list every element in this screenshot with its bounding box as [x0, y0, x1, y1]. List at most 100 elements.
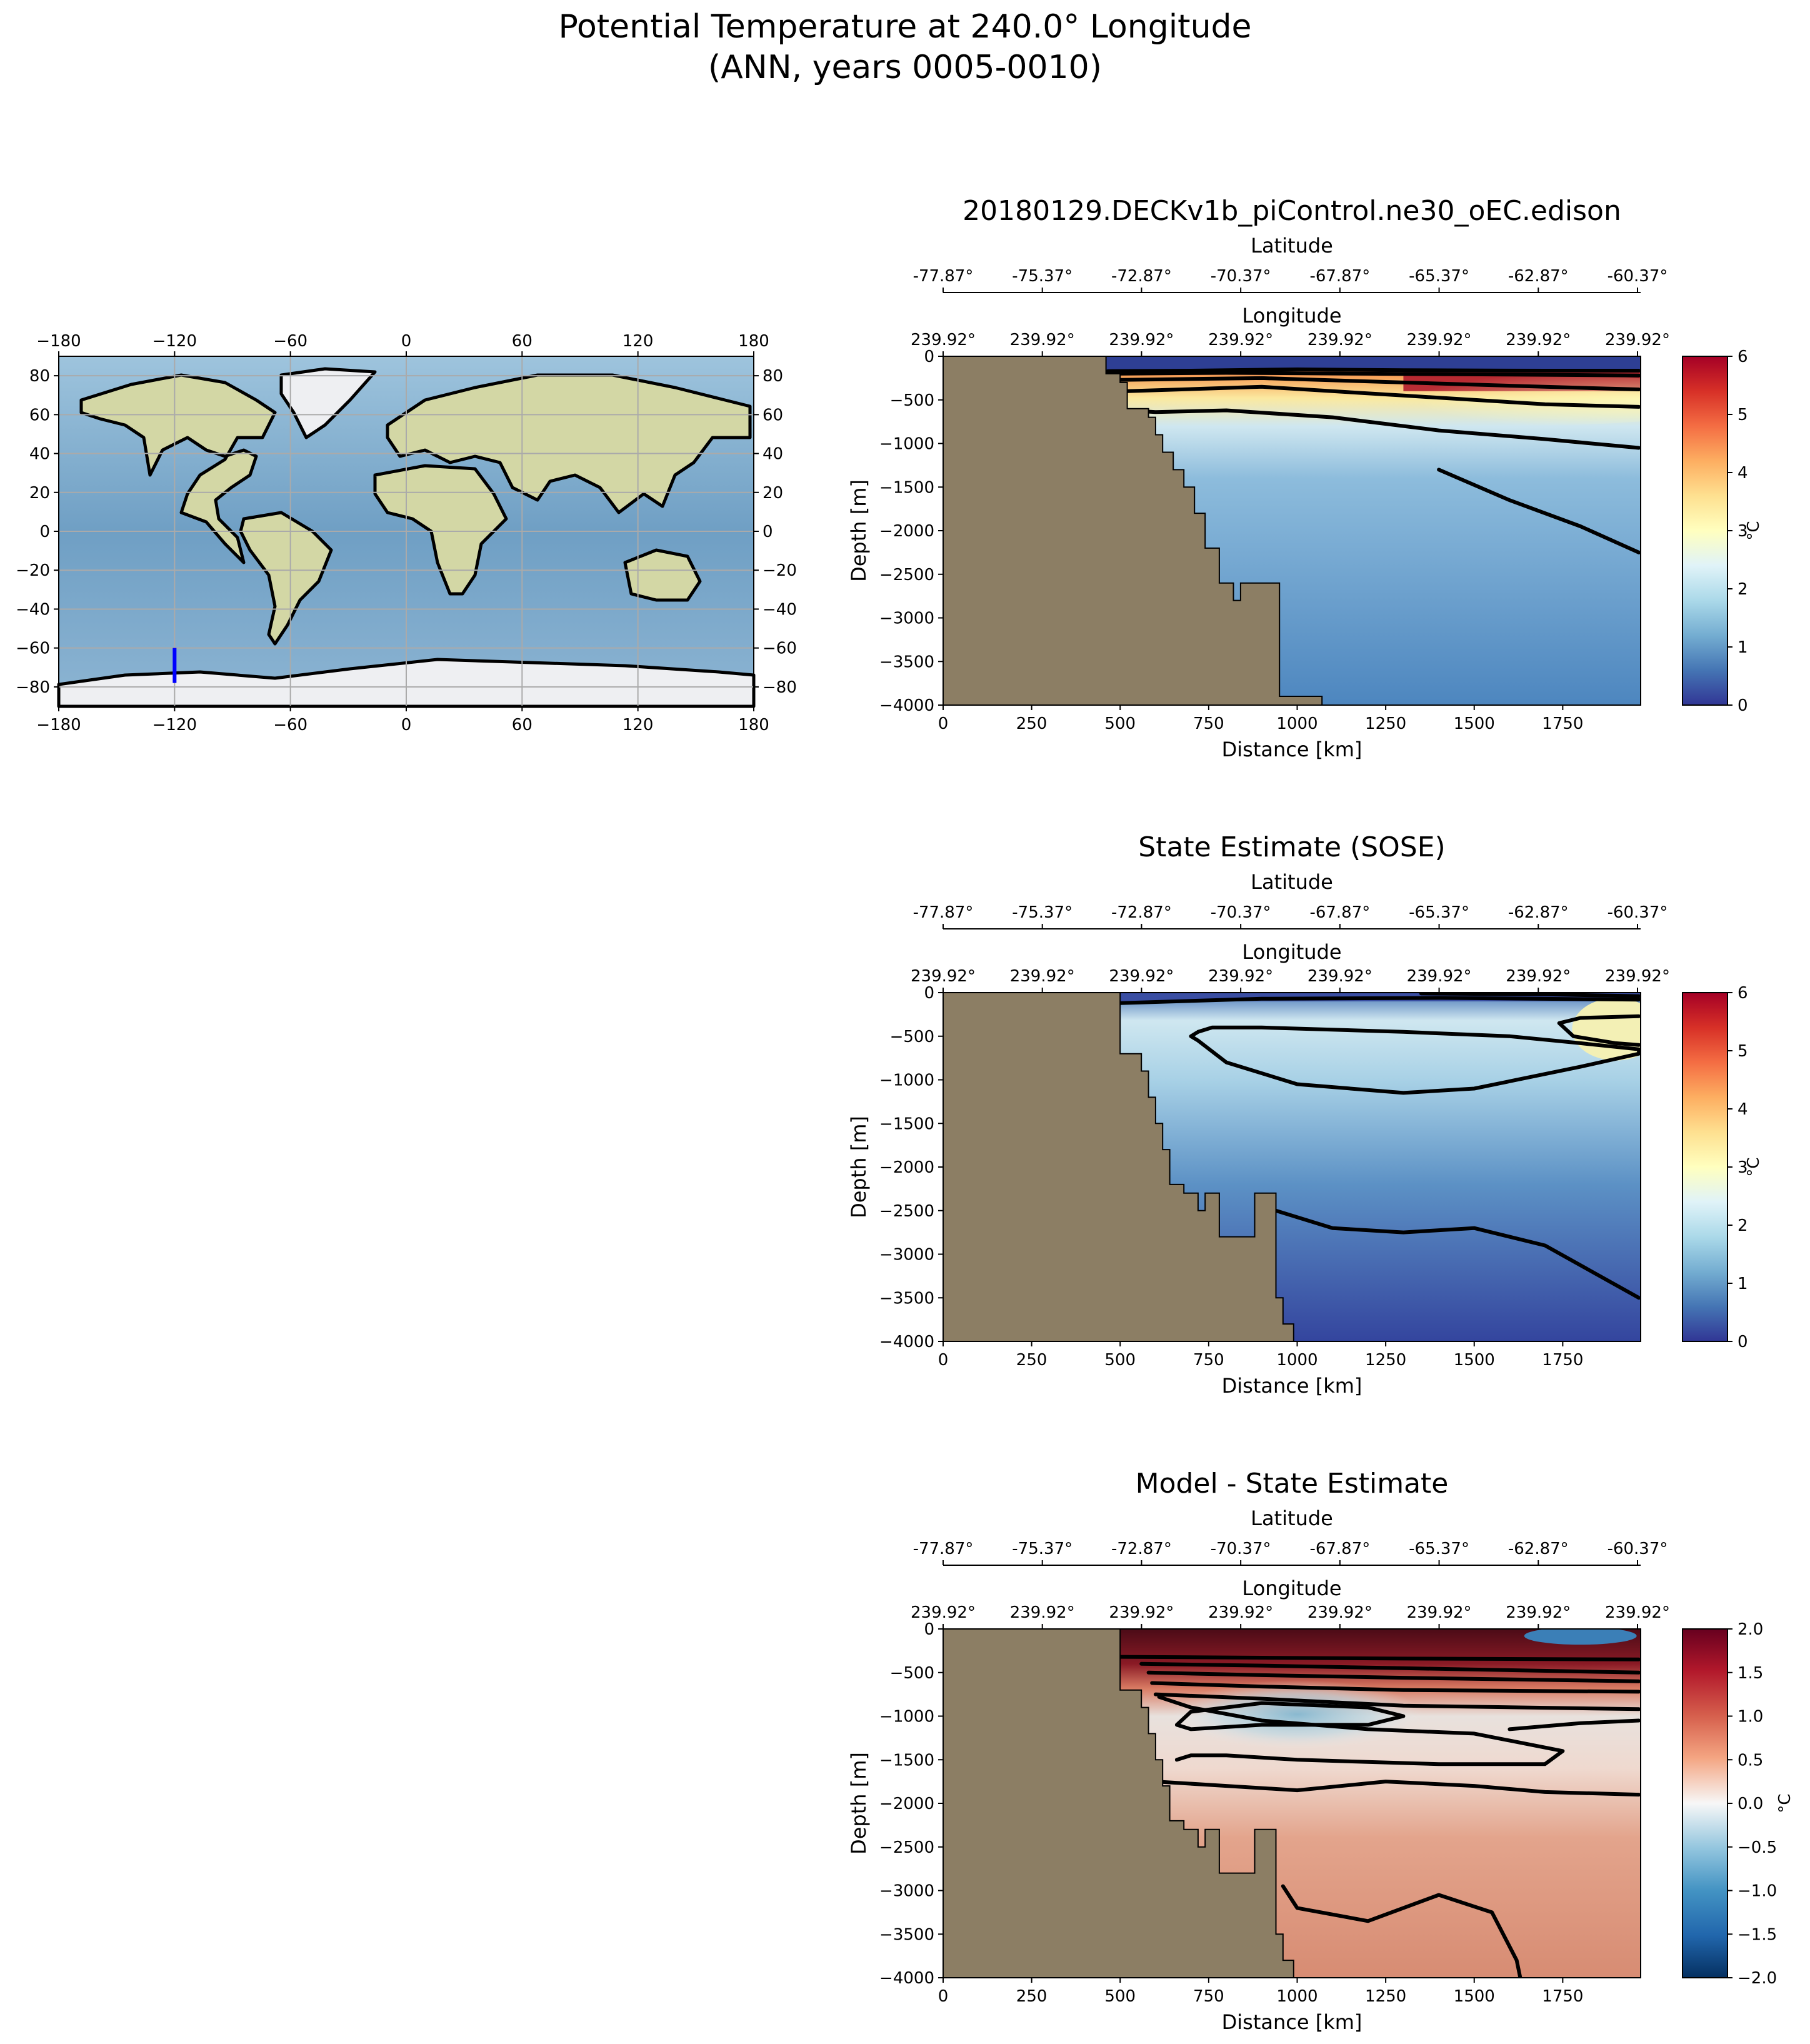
- map-ytick-label-left: −40: [16, 600, 50, 619]
- contour-line: [1189, 1025, 1641, 1095]
- contour-line: [1150, 1681, 1641, 1694]
- longitude-tick-label: 239.92°: [1506, 331, 1571, 349]
- map-y-ticks-right: 80 60 40 20 0 −20 −40 −60 −80: [754, 367, 797, 697]
- y-axis-label: Depth [m]: [847, 1752, 871, 1855]
- bathymetry-land: [943, 993, 1294, 1341]
- land-africa: [373, 464, 508, 596]
- latitude-tick-label: -70.37°: [1211, 903, 1271, 922]
- map-ytick-label-right: −60: [762, 639, 797, 658]
- contour-line: [1437, 468, 1641, 554]
- longitude-tick-label: 239.92°: [1506, 967, 1571, 986]
- x-tick-label: 250: [1016, 714, 1048, 733]
- y-axis-label: Depth [m]: [847, 479, 871, 582]
- longitude-tick-label: 239.92°: [1308, 1603, 1372, 1622]
- x-tick-label: 0: [938, 714, 949, 733]
- colorbar-tick-label: 5: [1738, 1042, 1748, 1061]
- contour-line: [1419, 993, 1641, 998]
- colorbar-tick-label: −1.5: [1738, 1925, 1777, 1944]
- land-north-america: [79, 373, 277, 564]
- latitude-tick-label: -62.87°: [1508, 903, 1569, 922]
- map-ytick-label-right: 60: [762, 406, 783, 424]
- longitude-tick-label: 239.92°: [1010, 967, 1075, 986]
- longitude-tick-label: 239.92°: [1109, 967, 1174, 986]
- colorbar-tick-label: 0: [1738, 696, 1748, 715]
- map-xtick-label-bottom: −60: [273, 716, 308, 734]
- x-tick-label: 1250: [1365, 714, 1406, 733]
- map-ytick-label-right: −20: [762, 561, 797, 580]
- x-tick-label: 1500: [1454, 1351, 1495, 1370]
- latitude-tick-label: -65.37°: [1409, 1540, 1469, 1558]
- colorbar-tick-label: −0.5: [1738, 1838, 1777, 1857]
- colorbar-tick-label: 3: [1738, 522, 1748, 541]
- map-gridlines: [58, 356, 754, 706]
- longitude-tick-label: 239.92°: [911, 967, 976, 986]
- colorbar-tick-label: −2.0: [1738, 1969, 1777, 1988]
- longitude-tick-label: 239.92°: [1308, 967, 1372, 986]
- latitude-tick-label: -77.87°: [913, 1540, 974, 1558]
- map-xtick-label-bottom: 0: [401, 716, 412, 734]
- latitude-tick-label: -67.87°: [1309, 903, 1370, 922]
- x-axis-label: Distance [km]: [1222, 2010, 1362, 2034]
- map-x-ticks-bottom: −180 −120 −60 0 60 120 180: [36, 706, 769, 734]
- colorbar-tick-label: 2.0: [1738, 1620, 1763, 1639]
- y-tick-label: −3000: [879, 1246, 934, 1265]
- y-tick-label: −3500: [879, 1925, 934, 1944]
- map-ytick-label-right: 80: [762, 367, 783, 386]
- contour-line: [1157, 1695, 1565, 1766]
- map-ytick-label-left: −20: [16, 561, 50, 580]
- x-tick-label: 1500: [1454, 714, 1495, 733]
- x-axis-label: Distance [km]: [1222, 738, 1362, 761]
- x-tick-label: 500: [1104, 1351, 1136, 1370]
- x-tick-label: 1250: [1365, 1987, 1406, 2006]
- y-tick-label: −3500: [879, 653, 934, 671]
- y-tick-label: −3000: [879, 609, 934, 628]
- colorbar-tick-label: 6: [1738, 984, 1748, 1003]
- longitude-axis-label: Longitude: [1242, 940, 1341, 964]
- contour-line: [1259, 1204, 1641, 1300]
- warm-core: [1572, 998, 1641, 1061]
- longitude-tick-label: 239.92°: [1407, 967, 1472, 986]
- colorbar-tick-label: 1: [1738, 638, 1748, 657]
- world-map: −180 −120 −60 0 60 120 180 −180 −120 −60 0 60 120 18…: [16, 332, 797, 734]
- y-tick-label: −1500: [879, 1115, 934, 1133]
- y-tick-label: −1000: [879, 1708, 934, 1726]
- latitude-tick-label: -67.87°: [1309, 267, 1370, 286]
- longitude-tick-label: 239.92°: [1407, 1603, 1472, 1622]
- map-ytick-label-left: 60: [29, 406, 50, 424]
- y-tick-label: −3500: [879, 1289, 934, 1308]
- land-south-america: [239, 511, 333, 646]
- longitude-tick-label: 239.92°: [1407, 331, 1472, 349]
- latitude-tick-label: -75.37°: [1012, 903, 1072, 922]
- map-ytick-label-left: 40: [29, 445, 50, 464]
- contour-line: [1557, 1014, 1641, 1047]
- y-tick-label: −1000: [879, 1071, 934, 1090]
- map-xtick-label-bottom: 60: [512, 716, 532, 734]
- y-axis-label: Depth [m]: [847, 1116, 871, 1218]
- contour-line: [1118, 1655, 1641, 1661]
- y-tick-label: 0: [924, 348, 934, 366]
- panel-title: State Estimate (SOSE): [1138, 831, 1445, 863]
- x-tick-label: 0: [938, 1987, 949, 2006]
- bathymetry-land: [943, 356, 1323, 705]
- latitude-tick-label: -60.37°: [1608, 1540, 1668, 1558]
- section-field: [943, 1629, 1641, 1978]
- latitude-tick-label: -75.37°: [1012, 1540, 1072, 1558]
- map-xtick-label-top: 180: [738, 332, 769, 351]
- contour-line: [1508, 1718, 1641, 1731]
- land-australia: [623, 548, 702, 602]
- longitude-tick-label: 239.92°: [1506, 1603, 1571, 1622]
- colorbar-tick-label: 5: [1738, 406, 1748, 424]
- colorbar-tick-label: −1.0: [1738, 1882, 1777, 1901]
- colorbar-tick-label: 2: [1738, 1216, 1748, 1235]
- y-tick-label: −1500: [879, 478, 934, 497]
- latitude-axis-label: Latitude: [1251, 1506, 1333, 1530]
- section-field: [943, 356, 1641, 705]
- contour-line: [1146, 1670, 1641, 1683]
- colorbar-tick-label: 1.0: [1738, 1708, 1763, 1726]
- map-xtick-label-bottom: 120: [622, 716, 654, 734]
- colorbar-tick-label: 1: [1738, 1275, 1748, 1293]
- x-tick-label: 500: [1104, 1987, 1136, 2006]
- latitude-tick-label: -72.87°: [1111, 903, 1172, 922]
- map-xtick-label-top: 0: [401, 332, 412, 351]
